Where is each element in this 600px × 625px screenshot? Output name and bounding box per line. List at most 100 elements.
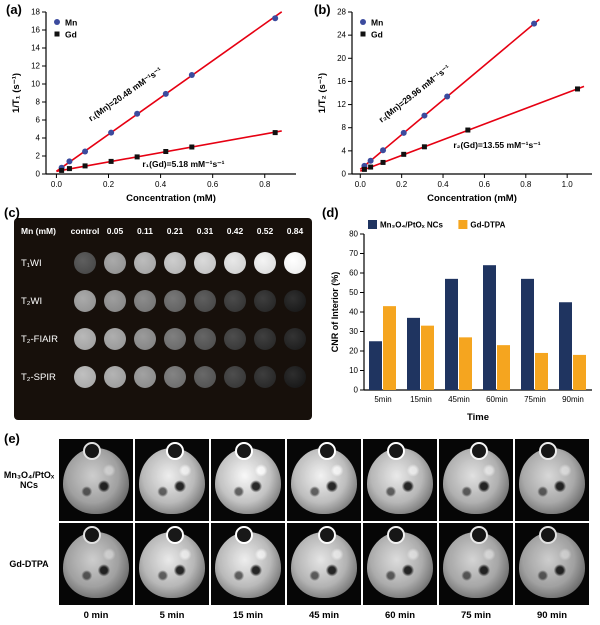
phantom-circle	[194, 290, 216, 312]
svg-text:0.6: 0.6	[479, 180, 491, 189]
mri-row: Gd-DTPA	[0, 522, 600, 606]
data-point	[465, 127, 471, 133]
bar	[521, 278, 534, 390]
mri-image	[287, 439, 361, 521]
svg-text:2: 2	[36, 152, 41, 161]
phantom-circle	[104, 328, 126, 350]
svg-text:24: 24	[337, 31, 346, 40]
phantom-concentration-label: 0.05	[106, 226, 124, 236]
reference-ring	[83, 442, 101, 460]
svg-text:10: 10	[349, 366, 358, 375]
data-point	[134, 110, 141, 117]
svg-text:0.2: 0.2	[103, 180, 115, 189]
fit-line	[359, 18, 540, 170]
phantom-circle	[104, 290, 126, 312]
bar	[559, 302, 572, 390]
svg-text:Time: Time	[467, 412, 489, 423]
mri-image	[211, 523, 285, 605]
mri-row-label: Mn₃O₄/PtOₓ NCs	[3, 469, 55, 490]
svg-text:0.6: 0.6	[207, 180, 219, 189]
fit-line	[359, 85, 585, 172]
phantom-circle	[224, 252, 246, 274]
phantom-row: T₂-SPIR	[14, 358, 312, 396]
svg-text:20: 20	[337, 54, 346, 63]
reference-ring	[387, 442, 405, 460]
phantom-circle	[254, 328, 276, 350]
svg-text:4: 4	[36, 134, 41, 143]
bar	[445, 278, 458, 390]
panel-d-label: (d)	[322, 205, 339, 220]
svg-text:1/T₂ (s⁻¹): 1/T₂ (s⁻¹)	[317, 73, 328, 113]
phantom-concentration-label: 0.21	[166, 226, 184, 236]
bar	[407, 317, 420, 390]
phantom-circle	[224, 328, 246, 350]
panel-c-label: (c)	[4, 205, 20, 220]
svg-text:0.0: 0.0	[355, 180, 367, 189]
data-point	[575, 86, 581, 92]
data-point	[360, 31, 366, 37]
phantom-row: T₂WI	[14, 282, 312, 320]
svg-text:0.8: 0.8	[259, 180, 271, 189]
phantom-circle	[164, 252, 186, 274]
phantom-circle	[254, 252, 276, 274]
bar	[383, 306, 396, 390]
data-point	[59, 167, 65, 173]
phantom-concentration-label: control	[70, 226, 100, 236]
reference-ring	[166, 526, 184, 544]
reference-ring	[235, 526, 253, 544]
svg-text:Mn: Mn	[371, 18, 383, 28]
phantom-circle	[134, 290, 156, 312]
svg-text:0: 0	[36, 170, 41, 179]
svg-text:16: 16	[337, 77, 346, 86]
data-point	[368, 164, 374, 170]
reference-ring	[470, 526, 488, 544]
data-point	[188, 72, 195, 78]
data-point	[444, 93, 451, 100]
phantom-concentration-label: 0.52	[256, 226, 274, 236]
svg-text:40: 40	[349, 308, 358, 317]
phantom-concentration-label: 0.42	[226, 226, 244, 236]
svg-text:50: 50	[349, 288, 358, 297]
svg-text:28: 28	[337, 8, 346, 17]
bar	[535, 352, 548, 390]
data-point	[82, 148, 89, 155]
phantom-circle	[194, 366, 216, 388]
svg-text:8: 8	[342, 123, 347, 132]
data-point	[380, 147, 387, 154]
time-label: 15 min	[232, 609, 264, 621]
svg-text:0: 0	[342, 170, 347, 179]
mri-image	[59, 439, 133, 521]
reference-ring	[318, 442, 336, 460]
t2-relaxivity-chart: 0.0 0.2 0.4 0.6 0.8 1.0 0 4 8 12 16 20 24 28 Concentra…	[317, 8, 592, 204]
data-point	[421, 144, 427, 150]
phantom-sequence-label: T₂WI	[21, 295, 43, 307]
phantom-circle	[284, 366, 306, 388]
svg-text:Mn₃O₄/PtOₓ NCs: Mn₃O₄/PtOₓ NCs	[380, 221, 443, 230]
svg-text:0.2: 0.2	[396, 180, 408, 189]
panel-b-label: (b)	[314, 2, 331, 17]
svg-text:0.0: 0.0	[51, 180, 63, 189]
phantom-sequence-label: T₂-SPIR	[21, 371, 56, 383]
svg-text:14: 14	[31, 44, 40, 53]
phantom-circle	[284, 252, 306, 274]
svg-text:5min: 5min	[374, 395, 391, 404]
phantom-circle	[74, 366, 96, 388]
bar	[421, 325, 434, 390]
svg-text:12: 12	[31, 62, 40, 71]
svg-text:Gd-DTPA: Gd-DTPA	[470, 221, 505, 230]
svg-text:8: 8	[36, 98, 41, 107]
mri-row: Mn₃O₄/PtOₓ NCs	[0, 438, 600, 522]
svg-text:15min: 15min	[410, 395, 432, 404]
phantom-circle	[254, 290, 276, 312]
mri-image	[287, 523, 361, 605]
data-point	[401, 151, 407, 157]
reference-ring	[470, 442, 488, 460]
phantom-circle	[164, 328, 186, 350]
phantom-concentration-label: 0.11	[136, 226, 154, 236]
data-point	[361, 166, 367, 172]
phantom-circle	[104, 252, 126, 274]
svg-text:90min: 90min	[562, 395, 584, 404]
phantom-circle	[194, 328, 216, 350]
bar	[369, 341, 382, 390]
phantom-circle	[284, 328, 306, 350]
